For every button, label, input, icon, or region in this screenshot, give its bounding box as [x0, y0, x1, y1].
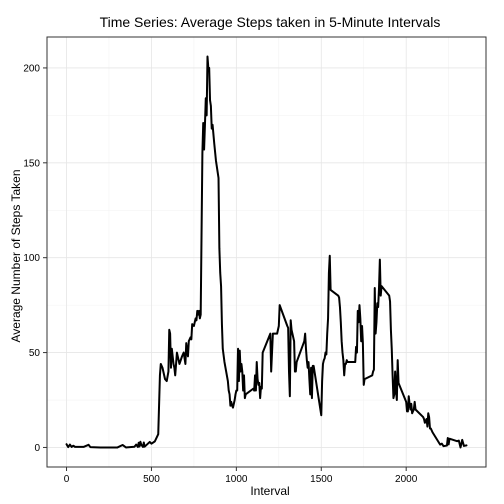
x-axis-ticks: 0 500 1000 1500 2000 — [64, 467, 418, 485]
x-tick-label: 500 — [143, 474, 160, 485]
y-tick-label: 150 — [23, 158, 40, 169]
series-layer — [65, 55, 468, 449]
y-tick-label: 200 — [23, 63, 40, 74]
plot-panel-border — [46, 36, 487, 468]
y-tick-label: 100 — [23, 253, 40, 264]
y-axis-label: Average Number of Steps Taken — [9, 170, 23, 343]
chart-title: Time Series: Average Steps taken in 5-Mi… — [100, 14, 441, 30]
x-tick-label: 1500 — [310, 474, 333, 485]
y-axis-ticks: 0 50 100 150 200 — [23, 63, 47, 454]
y-tick-label: 50 — [29, 348, 41, 359]
x-tick-label: 1000 — [225, 474, 248, 485]
minor-gridlines — [47, 37, 486, 467]
series-line — [65, 55, 468, 449]
x-axis-label: Interval — [250, 484, 289, 498]
x-tick-label: 0 — [64, 474, 70, 485]
y-tick-label: 0 — [34, 443, 40, 454]
x-tick-label: 2000 — [395, 474, 418, 485]
